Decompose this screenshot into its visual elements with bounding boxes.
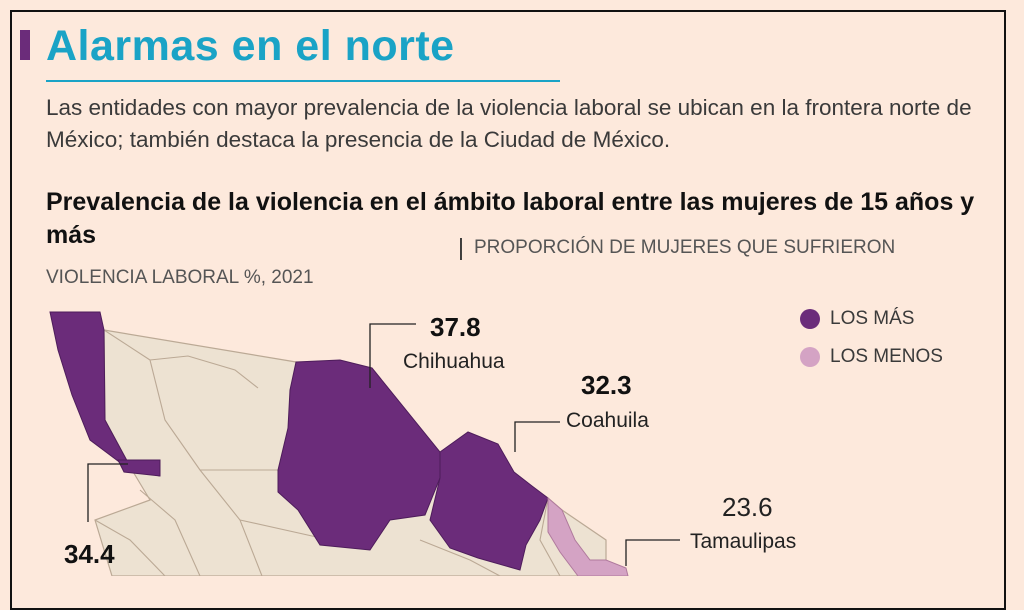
tamaulipas-label: Tamaulipas [690, 530, 797, 553]
legend-most-swatch [800, 309, 820, 329]
legend-most: LOS MÁS [800, 308, 914, 330]
chihuahua-leader [369, 323, 416, 388]
state-coahuila [429, 431, 549, 571]
mexico-map [49, 311, 680, 576]
legend-most-label: LOS MÁS [830, 308, 915, 329]
coahuila-label: Coahuila [566, 409, 649, 432]
legend-least: LOS MENOS [800, 346, 943, 368]
tamaulipas-leader [625, 539, 680, 566]
page-title: Alarmas en el norte [46, 22, 455, 70]
units-line-2: VIOLENCIA LABORAL %, 2021 [46, 267, 314, 288]
subtitle: Las entidades con mayor prevalencia de l… [46, 95, 972, 152]
map-state-borders [94, 329, 561, 576]
tamaulipas-value: 23.6 [722, 492, 773, 522]
title-underline [46, 80, 560, 82]
state-sonora-top [117, 459, 161, 477]
state-chihuahua [277, 359, 441, 551]
chihuahua-label: Chihuahua [403, 350, 505, 373]
chart-title: Prevalencia de la violencia en el ámbito… [46, 188, 975, 249]
baja-leader [87, 463, 128, 522]
legend-least-swatch [800, 347, 820, 367]
state-tamaulipas [547, 496, 629, 576]
coahuila-value: 32.3 [581, 370, 632, 400]
baja-value: 34.4 [64, 539, 115, 569]
chihuahua-value: 37.8 [430, 312, 481, 342]
title-separator: | [458, 234, 464, 260]
title-accent-bar [20, 30, 30, 60]
legend-least-label: LOS MENOS [830, 346, 943, 367]
coahuila-leader [514, 421, 560, 452]
units-line-1: PROPORCIÓN DE MUJERES QUE SUFRIERON [474, 237, 896, 258]
